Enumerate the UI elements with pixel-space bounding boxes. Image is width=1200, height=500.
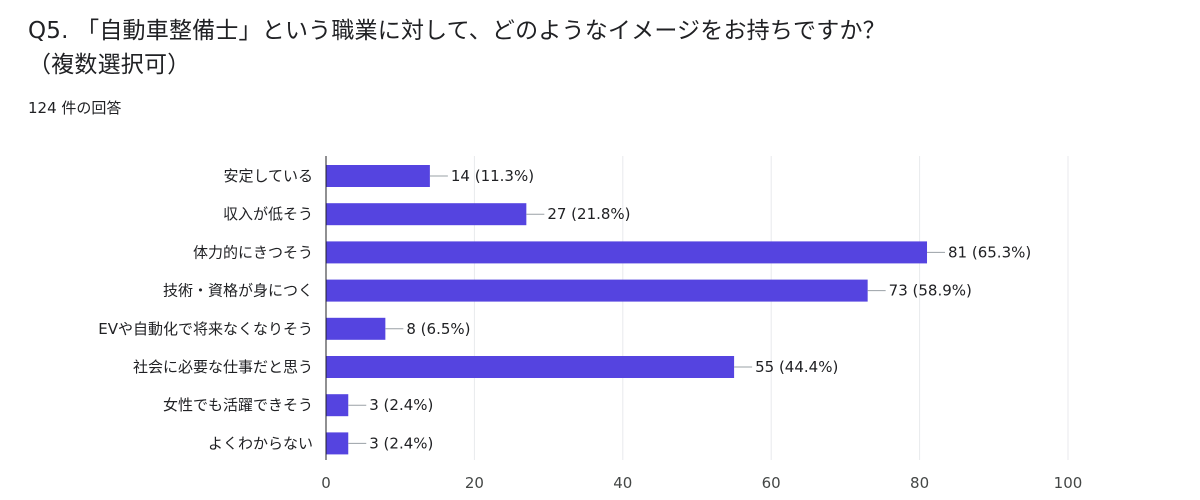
category-label: 社会に必要な仕事だと思う [133,358,313,376]
category-label: 収入が低そう [223,205,313,223]
value-label: 3 (2.4%) [369,396,433,414]
category-label: よくわからない [208,434,313,452]
bar [326,317,386,340]
question-title: Q5. 「自動車整備士」という職業に対して、どのようなイメージをお持ちですか？（… [28,18,886,78]
response-count: 124 件の回答 [28,99,122,117]
category-label: EVや自動化で将来なくなりそう [98,320,313,338]
value-label: 27 (21.8%) [547,205,630,223]
bars [326,165,946,455]
labels: 0 20 40 60 80 100 14 (11.3%) 安定している 27 (21.8%) 収入… [98,167,1082,492]
category-label: 安定している [223,167,313,185]
bar [326,356,735,378]
value-label: 14 (11.3%) [451,167,534,185]
bar [326,432,349,455]
gridlines [473,156,1069,460]
x-tick-label: 20 [465,474,484,492]
value-label: 81 (65.3%) [948,243,1031,261]
bar [326,241,928,264]
bar [326,165,430,187]
bar [326,279,868,302]
category-label: 女性でも活躍できそう [163,396,313,414]
value-label: 55 (44.4%) [755,358,838,376]
x-tick-label: 100 [1054,474,1083,492]
x-tick-label: 80 [910,474,929,492]
category-label: 体力的にきつそう [193,243,313,261]
value-label: 73 (58.9%) [889,282,972,300]
x-tick-label: 60 [762,474,781,492]
value-label: 3 (2.4%) [369,434,433,452]
x-tick-label: 40 [613,474,632,492]
x-tick-label: 0 [321,474,331,492]
bar [326,203,527,226]
bar [326,394,349,417]
category-label: 技術・資格が身につく [163,282,313,300]
value-label: 8 (6.5%) [406,320,470,338]
